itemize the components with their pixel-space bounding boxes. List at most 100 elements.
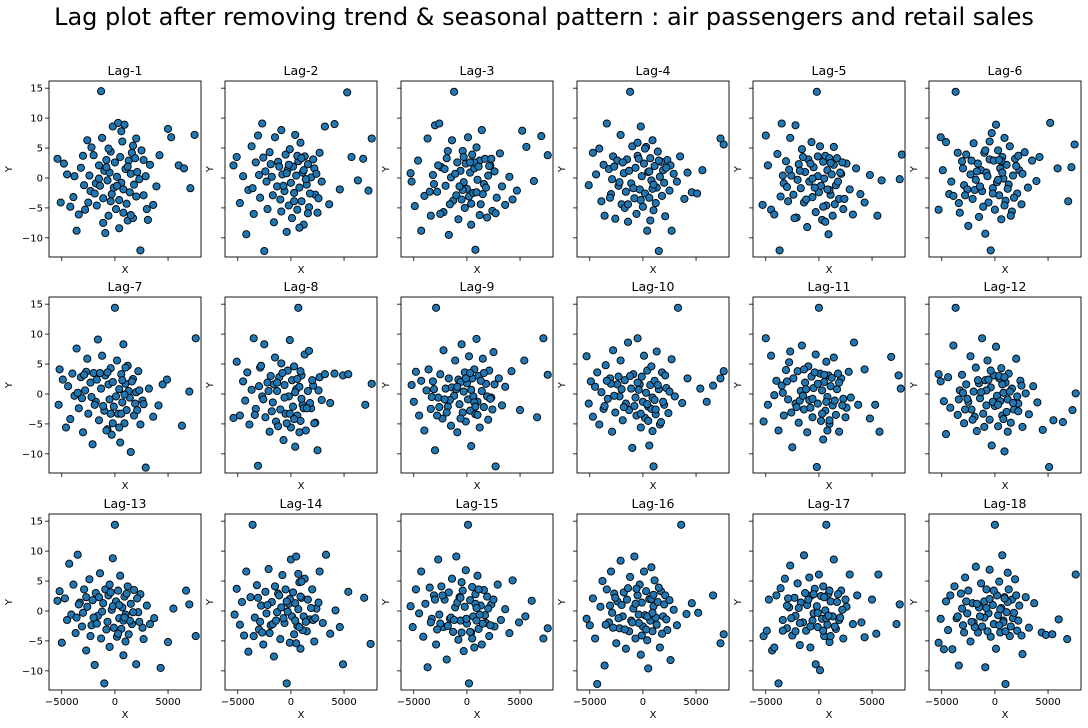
scatter-point	[254, 382, 264, 391]
scatter-point	[505, 629, 514, 638]
scatter-point	[434, 555, 443, 564]
scatter-point	[950, 582, 959, 591]
scatter-point	[623, 217, 633, 226]
scatter-point	[960, 419, 969, 428]
y-axis-label: Y	[557, 381, 568, 389]
scatter-point	[131, 154, 140, 163]
scatter-point	[1029, 382, 1038, 391]
scatter-point	[473, 175, 482, 184]
x-tick-label: −5000	[925, 697, 959, 708]
scatter-point	[249, 334, 258, 343]
scatter-point	[602, 119, 611, 128]
scatter-point	[595, 144, 604, 153]
scatter-point	[1018, 169, 1027, 178]
scatter-point	[597, 388, 606, 397]
scatter-point	[95, 569, 105, 578]
scatter-point	[417, 567, 426, 576]
scatter-point	[957, 370, 967, 379]
scatter-point	[782, 182, 792, 192]
scatter-point	[814, 570, 823, 579]
scatter-point	[980, 422, 989, 431]
x-axis-label: X	[122, 265, 129, 276]
scatter-point	[490, 380, 499, 389]
scatter-point	[639, 567, 649, 576]
scatter-point	[810, 368, 819, 377]
scatter-point	[294, 605, 303, 614]
y-tick-label: −5	[28, 419, 43, 430]
scatter-point	[122, 589, 131, 598]
scatter-point	[135, 386, 144, 395]
scatter-point	[584, 399, 593, 408]
y-tick-label: 15	[30, 84, 43, 95]
scatter-point	[281, 585, 290, 594]
scatter-point	[665, 387, 674, 396]
scatter-point	[672, 621, 681, 630]
scatter-point	[73, 388, 82, 397]
scatter-point	[421, 599, 430, 608]
scatter-point	[1063, 635, 1072, 644]
scatter-point	[787, 408, 796, 417]
scatter-point	[97, 634, 106, 643]
scatter-point	[474, 585, 483, 594]
scatter-point	[614, 372, 623, 381]
scatter-point	[66, 415, 75, 424]
scatter-point	[819, 435, 828, 444]
scatter-point	[294, 303, 303, 312]
scatter-point	[813, 379, 822, 388]
scatter-point	[698, 166, 707, 175]
axes-frame	[752, 80, 906, 258]
scatter-point	[894, 371, 903, 380]
scatter-point	[892, 620, 901, 629]
panel-title: Lag-15	[456, 496, 499, 511]
scatter-point	[335, 623, 344, 632]
panel-title: Lag-12	[984, 279, 1027, 294]
scatter-point	[142, 601, 151, 610]
x-tick-label: 5000	[507, 697, 532, 708]
scatter-point	[1008, 398, 1018, 408]
scatter-point	[543, 624, 552, 633]
axes-frame	[400, 513, 554, 691]
scatter-point	[479, 403, 488, 412]
scatter-point	[618, 416, 627, 425]
scatter-point	[667, 355, 676, 364]
scatter-point	[1003, 184, 1012, 193]
scatter-point	[822, 397, 831, 406]
scatter-point	[598, 576, 607, 586]
scatter-point	[1017, 200, 1026, 209]
scatter-point	[291, 442, 300, 451]
scatter-point	[696, 384, 705, 393]
panel-title: Lag-6	[987, 63, 1022, 78]
scatter-point	[468, 150, 477, 159]
scatter-point	[64, 382, 73, 391]
scatter-point	[1023, 183, 1032, 192]
scatter-point	[90, 400, 99, 409]
scatter-point	[1011, 575, 1020, 584]
scatter-point	[539, 634, 548, 643]
scatter-point	[77, 622, 87, 631]
scatter-point	[235, 199, 244, 208]
scatter-point	[108, 377, 117, 387]
scatter-point	[65, 559, 74, 568]
panel-title: Lag-13	[104, 496, 147, 511]
scatter-point	[600, 211, 609, 220]
scatter-point	[253, 461, 263, 470]
scatter-point	[429, 385, 439, 394]
scatter-point	[455, 182, 464, 191]
scatter-point	[852, 164, 861, 173]
scatter-point	[415, 411, 424, 420]
scatter-point	[990, 205, 999, 214]
scatter-point	[484, 171, 493, 180]
scatter-point	[118, 137, 127, 146]
scatter-point	[411, 585, 420, 594]
scatter-point	[299, 166, 308, 175]
scatter-point	[136, 246, 145, 255]
scatter-point	[99, 599, 108, 608]
scatter-point	[643, 636, 652, 645]
scatter-point	[452, 191, 461, 200]
scatter-point	[277, 359, 286, 368]
scatter-point	[257, 361, 266, 370]
scatter-point	[282, 227, 291, 236]
y-tick-label: 10	[30, 330, 43, 341]
scatter-point	[719, 630, 728, 639]
scatter-point	[615, 178, 624, 187]
